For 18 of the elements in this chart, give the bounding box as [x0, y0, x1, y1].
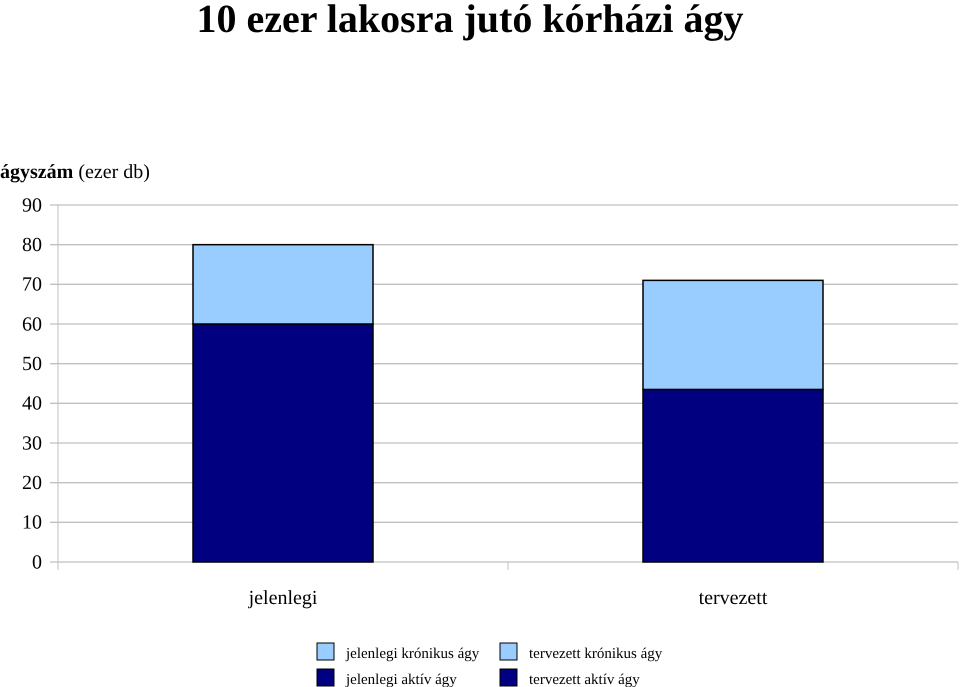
y-tick-label: 0 — [32, 551, 42, 574]
y-tick-label: 20 — [22, 472, 42, 494]
y-tick-label: 80 — [22, 234, 42, 256]
legend-label: jelenlegi krónikus ágy — [345, 646, 480, 662]
chart-title: 10 ezer lakosra jutó kórházi ágy — [196, 0, 744, 41]
y-tick-label: 10 — [22, 512, 42, 534]
y-tick-label: 60 — [22, 313, 42, 336]
x-tick-label: tervezett — [698, 587, 768, 610]
y-tick-label: 90 — [22, 194, 42, 216]
y-tick-label: 50 — [22, 353, 42, 376]
y-axis-title: ágyszám (ezer db) — [0, 161, 150, 183]
y-tick-label: 70 — [22, 274, 42, 296]
legend-label: tervezett krónikus ágy — [529, 646, 663, 662]
y-tick-label: 30 — [22, 432, 42, 454]
legend-label: jelenlegi aktív ágy — [345, 672, 458, 687]
y-tick-label: 40 — [22, 392, 42, 415]
legend-label: tervezett aktív ágy — [529, 672, 640, 687]
x-tick-label: jelenlegi — [248, 587, 318, 610]
